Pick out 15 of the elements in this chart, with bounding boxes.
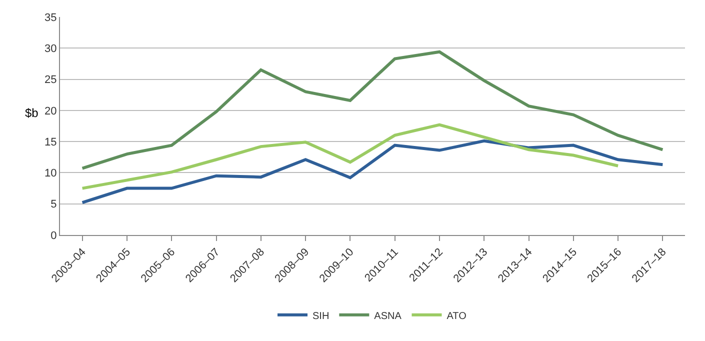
y-tick-label: 5 xyxy=(50,198,57,211)
y-tick-label: 0 xyxy=(50,230,57,242)
y-tick-label: 30 xyxy=(44,42,57,55)
line-series xyxy=(80,50,664,170)
legend-label: ATO xyxy=(446,310,467,322)
y-tick-label: 35 xyxy=(44,12,57,24)
line-series xyxy=(80,123,620,190)
y-tick-label: 25 xyxy=(44,74,57,86)
line-series xyxy=(80,139,664,204)
y-tick-label: 20 xyxy=(44,105,57,118)
y-axis-title: $b xyxy=(25,106,39,120)
legend-label: SIH xyxy=(312,310,330,322)
y-tick-label: 15 xyxy=(44,136,57,148)
legend-label: ASNA xyxy=(374,310,402,322)
y-tick-label: 10 xyxy=(44,168,57,180)
